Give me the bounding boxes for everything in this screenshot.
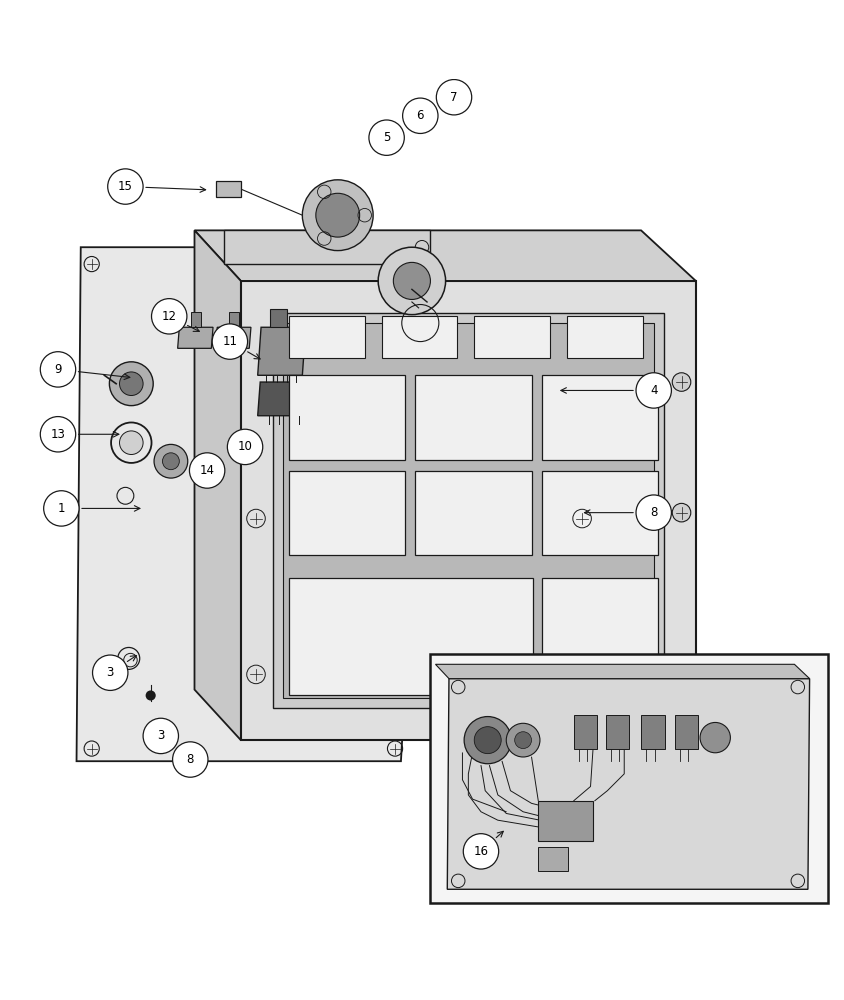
Circle shape bbox=[636, 373, 672, 408]
Polygon shape bbox=[273, 313, 664, 708]
Circle shape bbox=[673, 503, 690, 522]
Circle shape bbox=[172, 742, 208, 777]
Circle shape bbox=[636, 495, 672, 530]
Circle shape bbox=[152, 299, 187, 334]
Bar bbox=[270, 309, 287, 327]
Bar bbox=[229, 312, 239, 327]
Circle shape bbox=[143, 718, 178, 754]
Bar bbox=[574, 715, 598, 749]
Text: 12: 12 bbox=[162, 310, 176, 323]
Polygon shape bbox=[289, 578, 533, 695]
Polygon shape bbox=[415, 375, 532, 460]
Polygon shape bbox=[283, 323, 654, 698]
Circle shape bbox=[93, 655, 128, 690]
Text: 8: 8 bbox=[187, 753, 194, 766]
Circle shape bbox=[673, 373, 690, 391]
Polygon shape bbox=[542, 578, 658, 695]
Polygon shape bbox=[381, 316, 457, 358]
Bar bbox=[641, 715, 665, 749]
Circle shape bbox=[41, 352, 76, 387]
Circle shape bbox=[44, 491, 79, 526]
Circle shape bbox=[120, 372, 143, 396]
Circle shape bbox=[302, 180, 373, 251]
Polygon shape bbox=[257, 382, 306, 416]
Polygon shape bbox=[447, 679, 809, 889]
Text: 10: 10 bbox=[238, 440, 252, 453]
Circle shape bbox=[463, 834, 499, 869]
Polygon shape bbox=[215, 327, 251, 348]
Circle shape bbox=[474, 727, 501, 754]
Text: 16: 16 bbox=[473, 845, 489, 858]
Bar bbox=[538, 801, 593, 841]
Text: 5: 5 bbox=[383, 131, 390, 144]
Polygon shape bbox=[241, 281, 695, 740]
Polygon shape bbox=[257, 327, 306, 375]
Circle shape bbox=[393, 262, 430, 299]
Text: 14: 14 bbox=[200, 464, 214, 477]
Text: 8: 8 bbox=[650, 506, 657, 519]
Circle shape bbox=[436, 80, 472, 115]
Polygon shape bbox=[194, 230, 695, 281]
Polygon shape bbox=[224, 230, 430, 264]
Text: 7: 7 bbox=[450, 91, 457, 104]
Circle shape bbox=[506, 723, 540, 757]
Circle shape bbox=[154, 444, 187, 478]
Text: 6: 6 bbox=[417, 109, 424, 122]
Circle shape bbox=[316, 193, 360, 237]
Circle shape bbox=[378, 247, 446, 315]
Polygon shape bbox=[215, 181, 241, 197]
Polygon shape bbox=[415, 471, 532, 555]
Text: 13: 13 bbox=[51, 428, 66, 441]
Bar bbox=[430, 654, 828, 903]
Circle shape bbox=[189, 453, 225, 488]
Circle shape bbox=[108, 169, 143, 204]
Text: 9: 9 bbox=[54, 363, 62, 376]
Polygon shape bbox=[289, 375, 405, 460]
Circle shape bbox=[227, 429, 262, 465]
Text: 15: 15 bbox=[118, 180, 133, 193]
Polygon shape bbox=[177, 327, 213, 348]
Circle shape bbox=[515, 732, 532, 749]
Circle shape bbox=[464, 717, 511, 764]
Text: 4: 4 bbox=[650, 384, 657, 397]
Bar bbox=[538, 847, 568, 871]
Polygon shape bbox=[289, 471, 405, 555]
Polygon shape bbox=[289, 316, 365, 358]
Polygon shape bbox=[77, 247, 430, 761]
Circle shape bbox=[369, 120, 404, 155]
Text: 11: 11 bbox=[222, 335, 237, 348]
Circle shape bbox=[212, 324, 247, 359]
Circle shape bbox=[700, 722, 730, 753]
Circle shape bbox=[120, 431, 143, 454]
Circle shape bbox=[163, 453, 179, 470]
Polygon shape bbox=[542, 375, 658, 460]
Bar bbox=[191, 312, 201, 327]
Circle shape bbox=[41, 417, 76, 452]
Circle shape bbox=[110, 362, 154, 406]
Text: 3: 3 bbox=[157, 729, 165, 742]
Bar bbox=[606, 715, 630, 749]
Polygon shape bbox=[567, 316, 643, 358]
Polygon shape bbox=[194, 230, 241, 740]
Text: 3: 3 bbox=[106, 666, 114, 679]
Polygon shape bbox=[436, 664, 809, 679]
Bar bbox=[675, 715, 698, 749]
Polygon shape bbox=[474, 316, 550, 358]
Circle shape bbox=[403, 98, 438, 133]
Polygon shape bbox=[542, 471, 658, 555]
Text: 1: 1 bbox=[57, 502, 65, 515]
Circle shape bbox=[146, 690, 156, 701]
